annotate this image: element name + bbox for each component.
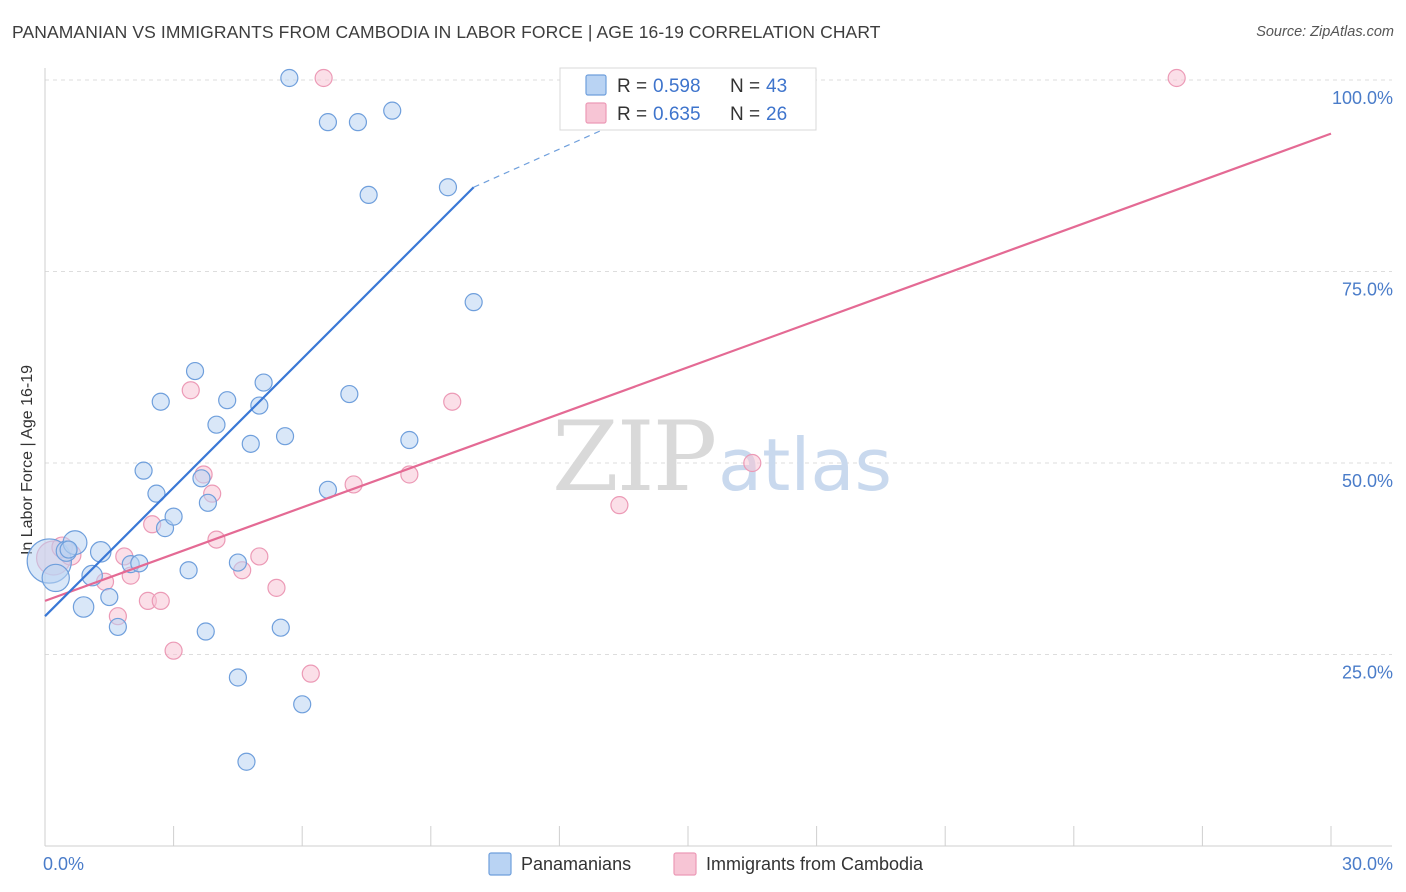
point-panamanians — [89, 541, 112, 563]
x-tick-label: 30.0% — [1342, 854, 1393, 874]
point-panamanians — [134, 461, 153, 480]
y-tick-label: 100.0% — [1332, 88, 1393, 108]
point-cambodia — [610, 496, 629, 515]
source-credit: Source: ZipAtlas.com — [1256, 24, 1394, 40]
point-panamanians — [207, 415, 226, 434]
point-panamanians — [400, 430, 419, 450]
trend-line-panamanians-extension — [473, 129, 603, 188]
trend-line-cambodia — [44, 132, 1332, 602]
point-panamanians — [198, 493, 217, 512]
stats-r-value-pink: 0.635 — [653, 104, 701, 125]
point-panamanians — [108, 617, 127, 637]
stats-r-value-blue: 0.598 — [653, 76, 701, 97]
y-tick-label: 25.0% — [1342, 663, 1393, 683]
stats-n-label-pink: N = — [730, 104, 760, 125]
point-panamanians — [81, 564, 103, 587]
gridlines — [45, 79, 1392, 655]
trend-lines — [44, 129, 1332, 617]
point-panamanians — [280, 68, 299, 88]
point-panamanians — [218, 391, 237, 410]
point-panamanians — [100, 587, 119, 607]
point-panamanians — [464, 293, 483, 312]
point-panamanians — [147, 484, 166, 503]
point-cambodia — [344, 475, 363, 494]
point-panamanians — [340, 384, 359, 404]
point-cambodia — [250, 547, 269, 566]
series-panamanians-points — [26, 68, 483, 771]
watermark: ZIP atlas — [552, 401, 892, 513]
stats-r-label-blue: R = — [617, 76, 647, 97]
y-tick-label: 50.0% — [1342, 471, 1393, 491]
watermark-zip: ZIP — [552, 401, 715, 513]
stats-r-label-pink: R = — [617, 104, 647, 125]
point-cambodia — [314, 68, 333, 88]
point-panamanians — [348, 113, 368, 132]
point-panamanians — [72, 596, 95, 618]
point-panamanians — [59, 540, 78, 559]
x-tick-labels: 0.0% 30.0% — [43, 854, 1393, 874]
point-panamanians — [318, 113, 338, 132]
point-panamanians — [151, 392, 170, 411]
y-tick-labels: 25.0% 50.0% 75.0% 100.0% — [1332, 88, 1393, 683]
point-panamanians — [241, 434, 260, 453]
point-cambodia — [443, 392, 462, 411]
point-cambodia — [743, 453, 762, 473]
trend-line-panamanians — [44, 186, 475, 617]
stats-n-label-blue: N = — [730, 76, 760, 97]
stats-n-value-blue: 43 — [766, 76, 787, 97]
point-panamanians — [185, 361, 205, 381]
point-panamanians — [41, 563, 70, 593]
point-panamanians — [196, 622, 215, 641]
point-cambodia — [301, 664, 320, 683]
point-panamanians — [237, 752, 256, 771]
legend: Panamanians Immigrants from Cambodia — [488, 852, 924, 876]
point-panamanians — [228, 668, 247, 687]
y-tick-label: 75.0% — [1342, 280, 1393, 300]
point-panamanians — [271, 618, 290, 637]
stats-box: R = 0.598 N = 43 R = 0.635 N = 26 — [559, 67, 817, 131]
legend-label-cambodia: Immigrants from Cambodia — [706, 854, 924, 874]
point-panamanians — [383, 101, 402, 120]
point-panamanians — [438, 178, 458, 197]
legend-swatch-cambodia — [673, 852, 697, 876]
x-tick-label: 0.0% — [43, 854, 84, 874]
point-panamanians — [164, 507, 183, 526]
stats-swatch-blue — [585, 74, 607, 96]
point-panamanians — [293, 695, 312, 714]
point-panamanians — [250, 396, 269, 415]
point-panamanians — [254, 373, 273, 392]
series-cambodia-points — [35, 68, 1186, 683]
stats-n-value-pink: 26 — [766, 104, 787, 125]
axes — [44, 68, 1392, 847]
point-panamanians — [275, 427, 295, 446]
point-panamanians — [179, 561, 198, 580]
point-panamanians — [192, 469, 211, 488]
stats-swatch-pink — [585, 102, 607, 124]
point-cambodia — [181, 381, 200, 400]
legend-label-panamanians: Panamanians — [521, 854, 631, 874]
legend-swatch-panamanians — [488, 852, 512, 876]
point-cambodia — [1167, 68, 1186, 88]
point-cambodia — [267, 578, 286, 597]
point-cambodia — [151, 591, 170, 610]
point-cambodia — [164, 641, 183, 660]
chart-title: PANAMANIAN VS IMMIGRANTS FROM CAMBODIA I… — [12, 22, 881, 42]
point-panamanians — [228, 553, 247, 572]
point-panamanians — [359, 185, 378, 204]
